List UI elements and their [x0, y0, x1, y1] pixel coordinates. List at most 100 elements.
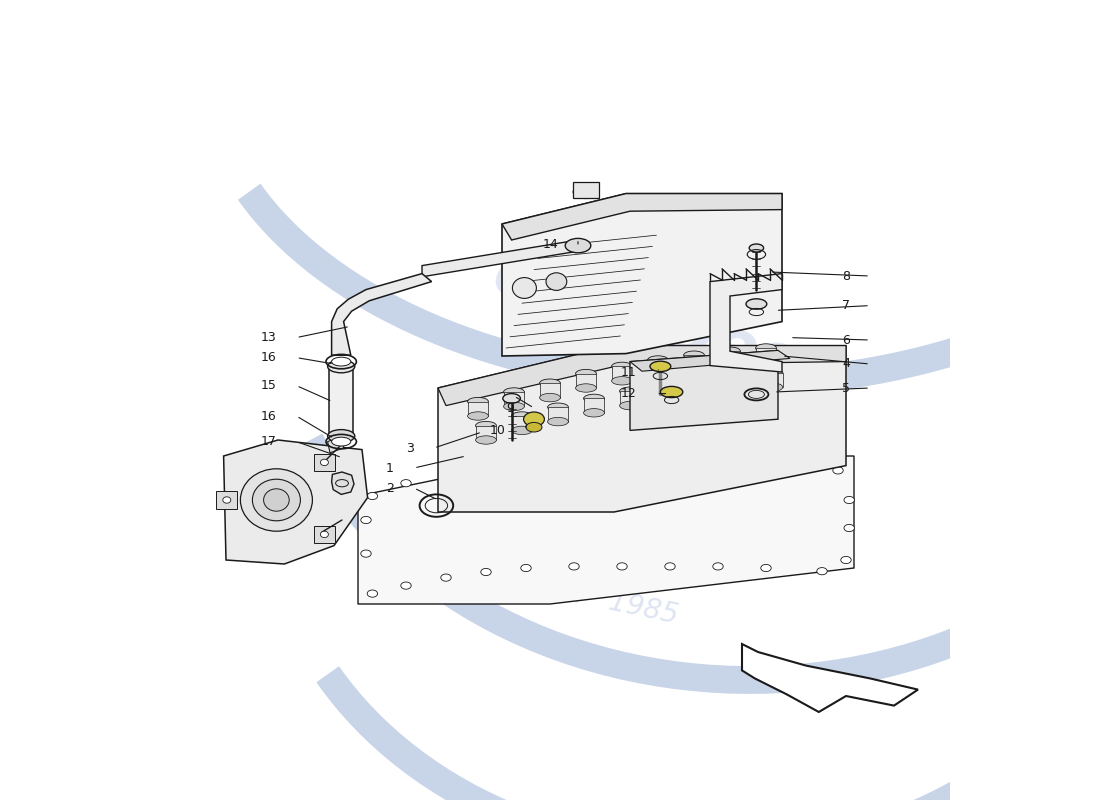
Polygon shape — [648, 360, 669, 374]
Text: 14: 14 — [542, 238, 558, 250]
Polygon shape — [422, 240, 578, 277]
Bar — [329, 368, 353, 436]
Polygon shape — [762, 373, 783, 387]
Text: 8: 8 — [842, 270, 850, 282]
Text: a passion   1985: a passion 1985 — [451, 554, 681, 630]
Polygon shape — [475, 426, 496, 440]
Ellipse shape — [512, 412, 532, 420]
Ellipse shape — [689, 456, 700, 464]
Polygon shape — [630, 350, 778, 430]
Ellipse shape — [584, 409, 604, 417]
Ellipse shape — [727, 386, 748, 394]
Polygon shape — [328, 437, 343, 453]
Polygon shape — [727, 376, 748, 390]
Polygon shape — [584, 398, 604, 413]
Polygon shape — [540, 383, 560, 398]
Text: 5: 5 — [842, 382, 850, 394]
Polygon shape — [575, 374, 596, 388]
Polygon shape — [512, 416, 532, 430]
Ellipse shape — [833, 467, 844, 474]
Polygon shape — [438, 346, 846, 406]
Bar — [573, 182, 598, 198]
Ellipse shape — [619, 402, 640, 410]
Polygon shape — [468, 402, 488, 416]
Ellipse shape — [648, 356, 669, 364]
Ellipse shape — [762, 369, 783, 377]
Text: 7: 7 — [842, 299, 850, 312]
Ellipse shape — [361, 550, 371, 557]
Ellipse shape — [756, 344, 777, 352]
Ellipse shape — [648, 370, 669, 378]
Text: 1: 1 — [386, 462, 394, 474]
Text: 9: 9 — [506, 402, 514, 414]
Ellipse shape — [641, 456, 651, 464]
Ellipse shape — [548, 418, 569, 426]
Ellipse shape — [475, 422, 496, 430]
Polygon shape — [710, 274, 782, 372]
Ellipse shape — [612, 362, 632, 370]
Polygon shape — [630, 350, 790, 371]
Ellipse shape — [575, 370, 596, 378]
Ellipse shape — [756, 358, 777, 366]
Ellipse shape — [656, 381, 676, 389]
Text: 17: 17 — [261, 435, 276, 448]
Ellipse shape — [569, 563, 580, 570]
Polygon shape — [502, 194, 782, 240]
Ellipse shape — [737, 456, 747, 464]
Ellipse shape — [719, 362, 740, 370]
Ellipse shape — [619, 387, 640, 395]
Ellipse shape — [512, 426, 532, 434]
Ellipse shape — [328, 360, 355, 373]
Text: 16: 16 — [261, 410, 276, 422]
Polygon shape — [314, 526, 334, 543]
Polygon shape — [223, 440, 367, 564]
Ellipse shape — [762, 383, 783, 391]
Ellipse shape — [612, 377, 632, 385]
Ellipse shape — [692, 390, 713, 398]
Ellipse shape — [320, 459, 329, 466]
Ellipse shape — [241, 469, 312, 531]
Text: 15: 15 — [261, 379, 276, 392]
Ellipse shape — [840, 557, 851, 563]
Ellipse shape — [544, 459, 556, 466]
Ellipse shape — [746, 299, 767, 310]
Ellipse shape — [727, 372, 748, 380]
Polygon shape — [692, 380, 713, 394]
Ellipse shape — [526, 422, 542, 432]
Ellipse shape — [593, 456, 603, 464]
Ellipse shape — [656, 395, 676, 403]
Ellipse shape — [683, 351, 704, 359]
Ellipse shape — [719, 347, 740, 355]
Ellipse shape — [683, 366, 704, 374]
Text: 10: 10 — [491, 424, 506, 437]
Text: 6: 6 — [843, 334, 850, 346]
Polygon shape — [502, 194, 782, 356]
Ellipse shape — [565, 238, 591, 253]
Ellipse shape — [497, 463, 507, 470]
Ellipse shape — [540, 379, 560, 387]
Polygon shape — [331, 472, 354, 494]
Text: 3: 3 — [406, 442, 414, 454]
Ellipse shape — [664, 563, 675, 570]
Ellipse shape — [449, 470, 459, 477]
Ellipse shape — [617, 563, 627, 570]
Ellipse shape — [468, 412, 488, 420]
Text: europes: europes — [485, 239, 807, 401]
Ellipse shape — [223, 497, 231, 503]
Ellipse shape — [650, 362, 671, 371]
Polygon shape — [548, 407, 569, 422]
Ellipse shape — [524, 412, 544, 426]
Text: 12: 12 — [620, 387, 637, 400]
Polygon shape — [742, 644, 918, 712]
Polygon shape — [656, 385, 676, 399]
Polygon shape — [619, 391, 640, 406]
Text: 13: 13 — [261, 331, 276, 344]
Polygon shape — [217, 491, 238, 509]
Ellipse shape — [520, 565, 531, 571]
Ellipse shape — [504, 402, 525, 410]
Text: 2: 2 — [386, 482, 394, 494]
Ellipse shape — [713, 563, 723, 570]
Ellipse shape — [575, 384, 596, 392]
Text: 11: 11 — [620, 366, 637, 378]
Ellipse shape — [252, 479, 300, 521]
